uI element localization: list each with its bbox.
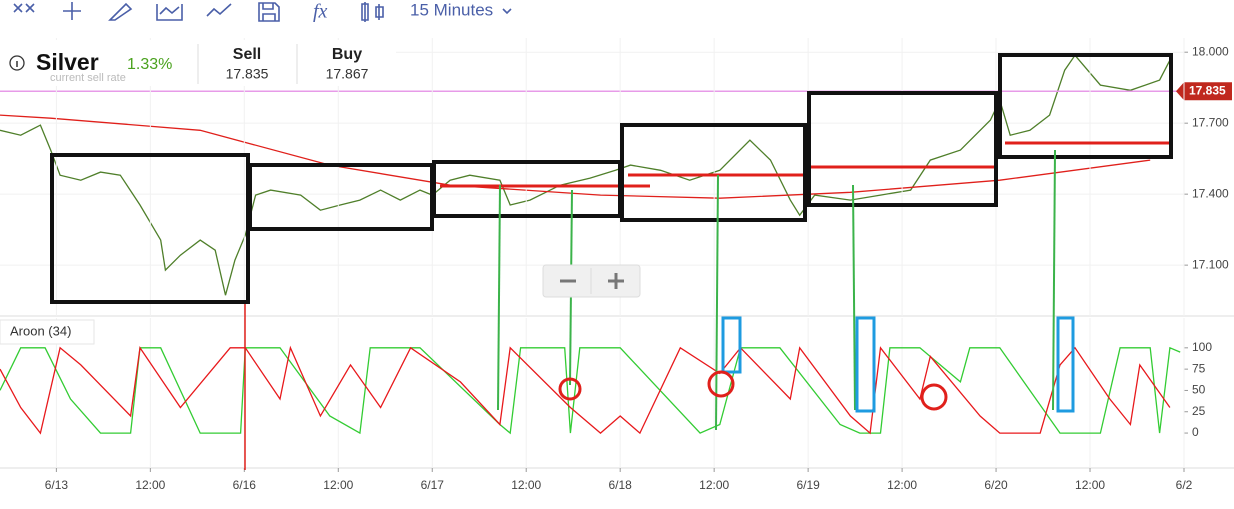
range-box [620, 123, 807, 222]
zoom-in[interactable] [608, 273, 624, 289]
chart-type-icon[interactable] [361, 2, 384, 22]
x-tick-label: 12:00 [1075, 478, 1105, 492]
panels: 18.000 17.700 17.400 17.100 17.835 100 75 50 25 0… [0, 38, 1234, 492]
function-icon[interactable]: fx [313, 1, 328, 23]
indicator-title: Aroon (34) [10, 323, 71, 338]
interval-chevron[interactable] [502, 8, 512, 15]
faded-caption: current sell rate [50, 72, 126, 84]
signal-line [497, 184, 501, 411]
signal-line [715, 174, 719, 431]
highlight-box [855, 316, 876, 413]
x-tick-label: 6/13 [45, 478, 69, 492]
y-tick-label: 17.400 [1192, 186, 1229, 200]
trend-icon[interactable] [206, 3, 232, 17]
series-line [0, 54, 1171, 296]
x-tick-label: 12:00 [511, 478, 541, 492]
zoom-controls [542, 264, 641, 298]
x-tick-label: 6/16 [233, 478, 257, 492]
x-tick-label: 6/20 [984, 478, 1008, 492]
sell-price[interactable]: 17.835 [226, 66, 269, 82]
change-percent: 1.33% [127, 56, 172, 73]
toolbar [13, 2, 512, 22]
current-price-label: 17.835 [1189, 83, 1226, 97]
x-tick-label: 12:00 [323, 478, 353, 492]
series-line [0, 345, 1171, 435]
interval-selector[interactable]: 15 Minutes [410, 0, 493, 19]
highlight-box [1056, 316, 1075, 413]
range-box [998, 53, 1173, 159]
series-line [0, 346, 1181, 435]
info-icon[interactable] [9, 55, 25, 71]
buy-price[interactable]: 17.867 [326, 66, 369, 82]
instrument-name: Silver [36, 49, 99, 75]
highlight-box [721, 316, 742, 374]
buy-label[interactable]: Buy [332, 46, 362, 63]
draw-icon[interactable] [108, 2, 133, 21]
y-tick-label: 17.700 [1192, 115, 1229, 129]
x-tick-label: 12:00 [699, 478, 729, 492]
y-tick-label: 75 [1192, 361, 1206, 375]
x-tick-label: 12:00 [135, 478, 165, 492]
y-tick-label: 0 [1192, 425, 1199, 439]
x-tick-label: 6/19 [796, 478, 820, 492]
crosshair-icon[interactable] [63, 2, 81, 20]
x-tick-label: 6/18 [609, 478, 633, 492]
signal-line [852, 184, 856, 411]
studies-icon[interactable] [156, 4, 183, 21]
y-tick-label: 50 [1192, 383, 1206, 397]
signal-line [1052, 149, 1056, 411]
x-tick-label: 12:00 [887, 478, 917, 492]
sell-label[interactable]: Sell [233, 46, 261, 63]
annotations [50, 53, 1173, 470]
y-tick-label: 18.000 [1192, 44, 1229, 58]
x-tick-label: 6/17 [421, 478, 445, 492]
y-tick-label: 17.100 [1192, 257, 1229, 271]
series-line [0, 114, 1151, 199]
instrument-panel: current sell rate Silver 1.33% Sell 17.8… [0, 40, 396, 86]
range-box [807, 91, 998, 207]
y-tick-label: 25 [1192, 404, 1206, 418]
highlight-circle [558, 377, 582, 401]
y-tick-label: 100 [1192, 340, 1212, 354]
save-icon[interactable] [258, 2, 280, 22]
fullscreen-icon[interactable] [13, 3, 35, 13]
current-price-tag [1176, 82, 1232, 101]
highlight-circle [920, 383, 948, 411]
x-tick-label: 6/2 [1176, 478, 1193, 492]
indicator-title-box [0, 319, 95, 345]
highlight-circle [707, 370, 735, 398]
